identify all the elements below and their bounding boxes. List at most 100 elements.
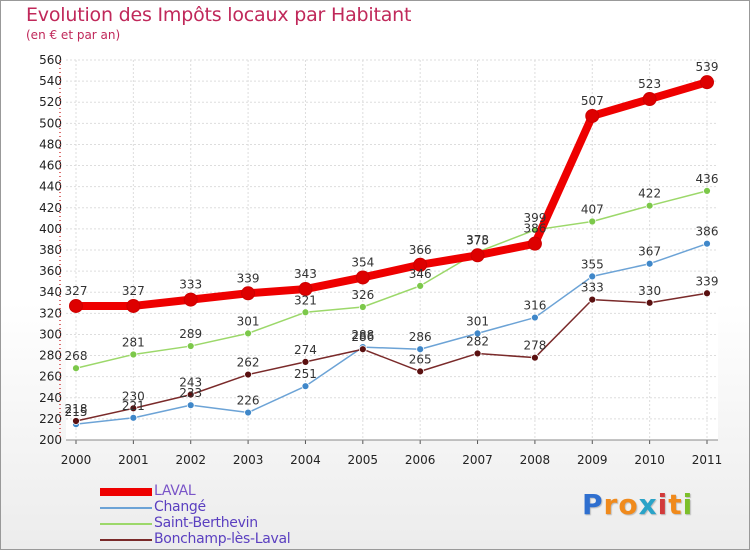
data-label-laval: 375 [466, 233, 489, 247]
data-point-saint-berthevin [186, 342, 195, 350]
data-label-chang-: 233 [179, 386, 202, 400]
logo-letter: o [618, 488, 639, 521]
chart-title: Evolution des Impôts locaux par Habitant [26, 4, 412, 26]
x-tick-label: 2011 [692, 453, 723, 467]
data-point-saint-berthevin [72, 364, 80, 373]
logo-letter: t [668, 488, 683, 521]
data-point-bonchamp-l-s-laval [645, 298, 654, 307]
data-point-saint-berthevin [301, 308, 310, 317]
data-label-laval: 354 [351, 255, 374, 269]
data-label-laval: 327 [122, 284, 145, 298]
y-tick-label: 560 [39, 53, 62, 67]
data-label-bonchamp-l-s-laval: 274 [294, 343, 317, 357]
x-tick-label: 2000 [61, 453, 92, 467]
data-label-chang-: 316 [523, 299, 546, 313]
data-label-chang-: 226 [237, 394, 260, 408]
grid-lines [66, 59, 718, 441]
y-tick-label: 340 [39, 285, 62, 299]
y-tick-label: 480 [39, 137, 62, 151]
y-tick-label: 400 [39, 222, 62, 236]
data-label-chang-: 301 [466, 314, 489, 328]
data-point-chang- [531, 313, 539, 322]
data-label-bonchamp-l-s-laval: 262 [237, 356, 260, 370]
data-point-laval [355, 270, 370, 285]
y-tick-label: 260 [39, 370, 62, 384]
data-point-saint-berthevin [244, 329, 252, 338]
data-label-bonchamp-l-s-laval: 339 [696, 274, 719, 288]
data-label-chang-: 251 [294, 367, 317, 381]
data-label-saint-berthevin: 301 [237, 314, 260, 328]
y-tick-label: 520 [39, 95, 62, 109]
data-label-bonchamp-l-s-laval: 230 [122, 389, 145, 403]
logo-letter: i [657, 488, 669, 521]
series-line-chang- [75, 242, 708, 425]
data-label-saint-berthevin: 289 [179, 327, 202, 341]
x-tick-label: 2009 [577, 453, 608, 467]
data-label-chang-: 286 [409, 330, 432, 344]
data-point-chang- [473, 329, 482, 338]
data-point-saint-berthevin [129, 350, 138, 359]
axes: 200 220 240 260 280 300 320 340 360 380 400 420 440 4… [39, 53, 722, 467]
data-label-saint-berthevin: 268 [65, 349, 88, 363]
data-label-saint-berthevin: 326 [351, 288, 374, 302]
data-label-laval: 386 [523, 222, 546, 236]
data-point-bonchamp-l-s-laval [301, 357, 310, 366]
data-point-laval [69, 298, 83, 313]
x-tick-label: 2003 [233, 453, 264, 467]
x-tick-label: 2007 [462, 453, 493, 467]
data-point-laval [642, 92, 657, 107]
data-label-saint-berthevin: 378 [466, 233, 489, 247]
data-point-chang- [588, 272, 597, 281]
data-point-bonchamp-l-s-laval [588, 295, 597, 304]
data-label-laval: 327 [65, 284, 88, 298]
data-point-laval [585, 108, 600, 123]
data-label-bonchamp-l-s-laval: 282 [466, 334, 489, 348]
data-point-bonchamp-l-s-laval [416, 367, 425, 376]
data-point-bonchamp-l-s-laval [244, 370, 252, 379]
data-label-laval: 539 [696, 60, 719, 74]
data-label-saint-berthevin: 399 [523, 211, 546, 225]
data-point-chang- [244, 408, 252, 417]
data-point-saint-berthevin [645, 201, 654, 210]
data-label-saint-berthevin: 321 [294, 293, 317, 307]
data-point-laval [700, 75, 714, 90]
data-point-laval [298, 282, 313, 297]
x-tick-label: 2006 [405, 453, 436, 467]
data-point-laval [183, 292, 198, 307]
data-label-saint-berthevin: 281 [122, 336, 145, 350]
data-point-bonchamp-l-s-laval [186, 390, 195, 399]
data-point-laval [470, 248, 485, 263]
y-tick-label: 540 [39, 74, 62, 88]
data-point-saint-berthevin [416, 281, 425, 290]
data-label-laval: 366 [409, 243, 432, 257]
data-point-bonchamp-l-s-laval [72, 417, 80, 425]
series-line-saint-berthevin [75, 190, 708, 369]
data-label-laval: 507 [581, 94, 604, 108]
data-point-saint-berthevin [588, 217, 597, 226]
y-tick-label: 320 [39, 306, 62, 320]
data-label-saint-berthevin: 436 [696, 172, 719, 186]
data-label-bonchamp-l-s-laval: 265 [409, 352, 432, 366]
legend-swatch-bonchamp-l-s-laval [100, 539, 152, 541]
series-lines [69, 75, 714, 429]
data-label-chang-: 215 [65, 405, 88, 419]
data-point-laval [527, 236, 542, 251]
data-point-chang- [186, 401, 195, 410]
data-label-laval: 339 [237, 271, 260, 285]
data-point-bonchamp-l-s-laval [473, 349, 482, 358]
data-label-saint-berthevin: 346 [409, 267, 432, 281]
data-point-bonchamp-l-s-laval [703, 289, 711, 298]
legend-swatch-laval [100, 488, 152, 496]
y-tick-label: 440 [39, 180, 62, 194]
data-label-laval: 333 [179, 278, 202, 292]
x-tick-label: 2004 [290, 453, 321, 467]
x-tick-label: 2005 [348, 453, 379, 467]
data-point-saint-berthevin [358, 303, 367, 311]
legend-swatch-chang- [100, 507, 152, 509]
data-label-bonchamp-l-s-laval: 218 [65, 402, 88, 416]
x-tick-label: 2008 [520, 453, 551, 467]
data-label-chang-: 367 [638, 245, 661, 259]
data-point-laval [241, 286, 256, 301]
